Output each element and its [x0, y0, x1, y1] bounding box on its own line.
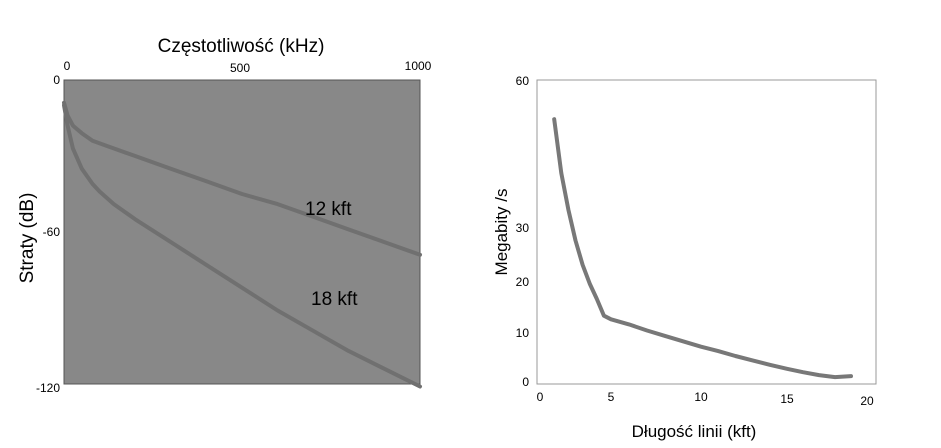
bitrate-x-tick-10: 10: [694, 390, 708, 404]
bitrate-y-tick-60: 60: [516, 74, 530, 88]
bitrate-x-axis-label: Długość linii (kft): [632, 422, 757, 441]
bitrate-x-tick-20: 20: [860, 394, 874, 408]
bitrate-x-tick-0: 0: [537, 390, 544, 404]
bitrate-y-tick-30: 30: [516, 221, 530, 235]
series-label-18kft: 18 kft: [311, 289, 358, 310]
bitrate-chart: 60 30 20 10 0 0 5 10 15 20 Megabity /s D…: [492, 74, 877, 441]
series-line-bitrate: [552, 117, 853, 380]
bitrate-y-tick-20: 20: [516, 275, 530, 289]
series-label-12kft: 12 kft: [305, 199, 352, 220]
bitrate-x-tick-5: 5: [608, 390, 615, 404]
attenuation-x-tick-0: 0: [64, 59, 71, 73]
series-line-18kft: [62, 103, 422, 389]
bitrate-y-tick-10: 10: [516, 326, 530, 340]
series-line-12kft: [62, 100, 422, 257]
attenuation-x-tick-1000: 1000: [405, 59, 432, 73]
attenuation-x-tick-500: 500: [230, 61, 250, 75]
attenuation-y-tick-minus-120: -120: [36, 381, 60, 395]
attenuation-plot-area: [63, 79, 421, 385]
bitrate-x-tick-15: 15: [780, 392, 794, 406]
attenuation-chart: Częstotliwość (kHz) 0 500 1000 0 -60 -12…: [17, 36, 432, 395]
attenuation-y-tick-minus-60: -60: [43, 225, 61, 239]
attenuation-y-tick-0: 0: [53, 73, 60, 87]
bitrate-y-tick-0: 0: [522, 375, 529, 389]
attenuation-chart-title: Częstotliwość (kHz): [158, 36, 325, 57]
bitrate-y-axis-label: Megabity /s: [492, 189, 511, 276]
attenuation-y-axis-label: Straty (dB): [17, 193, 38, 284]
bitrate-plot-area: [536, 79, 877, 385]
